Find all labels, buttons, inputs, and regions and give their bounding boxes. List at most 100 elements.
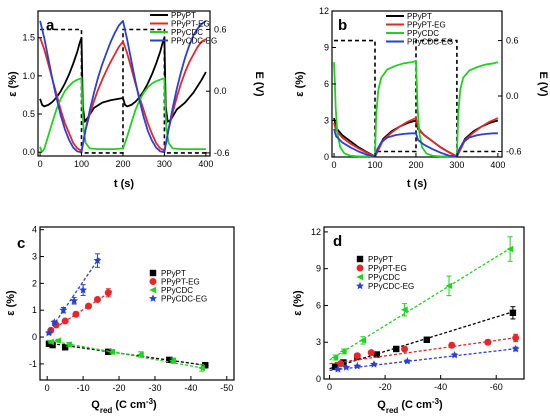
c-y-tick-label: -1 [29,359,37,369]
c-series-3-point [79,285,88,294]
c-x-tick-label: 0 [45,383,50,393]
d-series-1-point [448,341,456,349]
c-legend-marker [149,269,157,277]
d-legend-label: PPyCDC [368,273,400,282]
b-x-tick-label: 200 [408,160,423,170]
panel-b-y-ticks: 0 3 6 9 12 [319,6,336,162]
a-legend-label: PPyPT-EG [171,20,210,29]
d-legend-label: PPyCDC-EG [368,282,414,291]
d-series-3-point [370,360,378,368]
a-x-tick-label: 0 [38,159,43,169]
d-series-2-point [339,348,347,355]
b-y2-tick-label: -0.6 [506,146,522,156]
panel-d-ylabel: ε (%) [292,290,304,316]
d-series-0-point [331,363,339,370]
d-series-3-point [511,344,520,353]
d-legend-marker [356,281,364,290]
d-legend-marker [356,273,364,281]
a-series-3-line [39,20,207,154]
panel-a-curves [39,20,207,154]
c-y-tick-label: 0 [32,332,37,342]
c-series-2-point [197,364,205,372]
panel-d-y-ticks: 0 3 6 9 12 [311,227,328,384]
a-y2-tick-label: 0.0 [214,86,227,96]
panel-a-xlabel: t (s) [114,178,135,190]
panel-c-label: c [17,235,25,252]
c-series-1-point [72,310,80,318]
panel-d-x-ticks: 0 -20 -40 -60 [327,375,503,392]
d-series-2-point [445,282,453,290]
c-legend-label: PPyCDC-EG [161,295,207,304]
b-y-tick-label: 12 [319,6,329,16]
c-y-tick-label: 4 [32,225,37,235]
d-x-tick-label: -40 [434,382,447,392]
d-series-0-point [393,345,400,353]
panel-b-ylabel: ε (%) [294,71,306,97]
b-y-tick-label: 3 [324,116,329,126]
d-series-1-point [484,338,492,346]
c-series-1-point [104,289,112,297]
c-series-3-point [70,296,79,305]
panel-a-x-ticks: 0 100 200 300 400 [38,152,213,169]
a-x-tick-label: 400 [198,159,213,169]
c-y-tick-label: 1 [32,305,37,315]
c-series-0-point [202,362,209,369]
a-y-tick-label: 1.0 [22,71,35,81]
c-x-tick-label: -20 [113,383,126,393]
d-series-2-point [400,306,408,313]
a-y-tick-label: 0.0 [22,147,35,157]
d-series-2-fit-line [329,246,514,361]
d-series-1-point [367,349,375,357]
b-y2-tick-label: 0.6 [506,36,519,46]
panel-d-xlabel: Qred (C cm-3) [377,397,443,415]
panel-b-xlabel: t (s) [407,178,428,190]
c-y-tick-label: 3 [32,252,37,262]
d-series-3-point [353,361,362,370]
c-series-2-point [108,348,116,356]
panel-c-ylabel: ε (%) [5,290,17,316]
d-y-tick-label: 6 [316,300,321,310]
panel-b-curves [333,39,499,158]
b-legend-label: PPyPT [407,12,432,21]
b-series-2-line [333,60,499,158]
c-legend-marker [149,278,157,285]
d-legend-marker [356,264,364,272]
c-series-0-point [61,344,69,351]
b-y-tick-label: 0 [324,152,329,162]
c-series-2-point [169,357,177,364]
c-legend-marker [149,294,157,302]
d-series-1-point [337,360,345,368]
c-series-3-point [59,306,68,314]
panel-d-label: d [333,233,342,250]
b-x-tick-label: 100 [367,160,382,170]
d-y-tick-label: 12 [311,227,321,237]
d-series-1-point [401,345,409,353]
b-x-tick-label: 0 [332,160,337,170]
b-y2-tick-label: 0.0 [506,91,519,101]
d-x-tick-label: -60 [490,382,503,392]
panel-b-label: b [338,17,347,34]
d-series-2-point [331,354,339,361]
c-series-2-fit-line [47,339,206,370]
d-series-3-point [342,363,351,371]
c-legend-label: PPyCDC [161,286,193,295]
c-legend-label: PPyPT-EG [161,278,200,287]
panel-b-y2-ticks: -0.6 0.0 0.6 [498,36,522,156]
panel-c-xlabel: Qred (C cm-3) [91,397,157,415]
a-series-1-line [39,37,207,152]
panel-c-plot [44,253,209,372]
d-series-3-point [403,357,412,365]
panel-c-y-ticks: -1 0 1 2 3 4 [29,225,44,369]
a-y2-tick-label: 0.6 [214,25,227,35]
b-legend-label: PPyPT-EG [407,21,446,30]
a-x-tick-label: 300 [157,159,172,169]
a-y-tick-label: 1.5 [22,33,35,43]
d-series-1-point [353,352,361,360]
c-x-tick-label: -30 [148,383,161,393]
a-legend-label: PPyPT [171,11,196,20]
